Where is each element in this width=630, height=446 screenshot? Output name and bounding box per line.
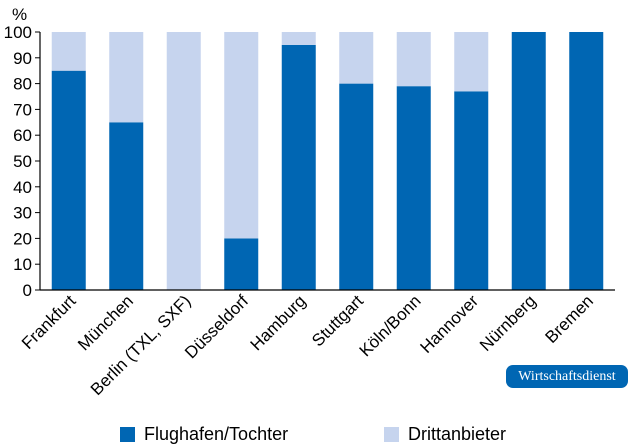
y-tick-label: 90	[13, 49, 32, 68]
legend-swatch-2	[384, 427, 399, 442]
x-category-label: Frankfurt	[18, 291, 80, 353]
x-category-label: Bremen	[542, 291, 598, 347]
bar-segment-flughafen	[396, 86, 431, 291]
bar-segment-drittanbieter	[51, 32, 86, 71]
x-category-label: Köln/Bonn	[356, 291, 425, 360]
bar-segment-flughafen	[51, 70, 86, 290]
legend-label-1: Flughafen/Tochter	[144, 424, 289, 444]
y-tick-label: 10	[13, 255, 32, 274]
y-tick-label: 40	[13, 178, 32, 197]
x-category-label: Hamburg	[247, 291, 310, 354]
bar-segment-flughafen	[224, 238, 259, 290]
bar-segment-drittanbieter	[224, 32, 259, 239]
bars	[51, 32, 604, 291]
y-tick-label: 50	[13, 152, 32, 171]
y-tick-label: 0	[23, 281, 32, 300]
source-badge: Wirtschaftsdienst	[506, 365, 628, 388]
y-tick-label: 30	[13, 204, 32, 223]
x-category-label: Stuttgart	[308, 291, 367, 350]
y-tick-label: 20	[13, 229, 32, 248]
bar-segment-flughafen	[109, 122, 144, 290]
bar-segment-drittanbieter	[339, 32, 374, 84]
bar-segment-flughafen	[454, 91, 489, 290]
x-category-label: Hannover	[417, 291, 483, 357]
y-tick-label: 60	[13, 126, 32, 145]
legend-label-2: Drittanbieter	[408, 424, 507, 444]
y-tick-label: 100	[4, 23, 32, 42]
y-axis-unit: %	[12, 5, 27, 24]
y-tick-label: 70	[13, 100, 32, 119]
x-category-label: Düsseldorf	[181, 291, 252, 362]
y-axis-ticks: 0 10 20 30 40 50 60 70 80 90 100	[4, 23, 40, 300]
legend-swatch-1	[120, 427, 135, 442]
x-category-label: Berlin (TXL, SXF)	[87, 291, 195, 399]
bar-segment-flughafen	[281, 44, 316, 291]
bar-segment-flughafen	[339, 83, 374, 290]
x-category-label: Nürnberg	[476, 291, 540, 355]
legend-item-2: Drittanbieter	[384, 424, 506, 445]
legend-item-1: Flughafen/Tochter	[120, 424, 288, 445]
bar-segment-drittanbieter	[454, 32, 489, 92]
bar-segment-flughafen	[569, 32, 604, 290]
bar-segment-drittanbieter	[166, 32, 201, 290]
bar-segment-drittanbieter	[281, 32, 316, 45]
y-tick-label: 80	[13, 75, 32, 94]
bar-segment-drittanbieter	[396, 32, 431, 87]
bar-segment-flughafen	[511, 32, 546, 290]
bar-segment-drittanbieter	[109, 32, 144, 123]
